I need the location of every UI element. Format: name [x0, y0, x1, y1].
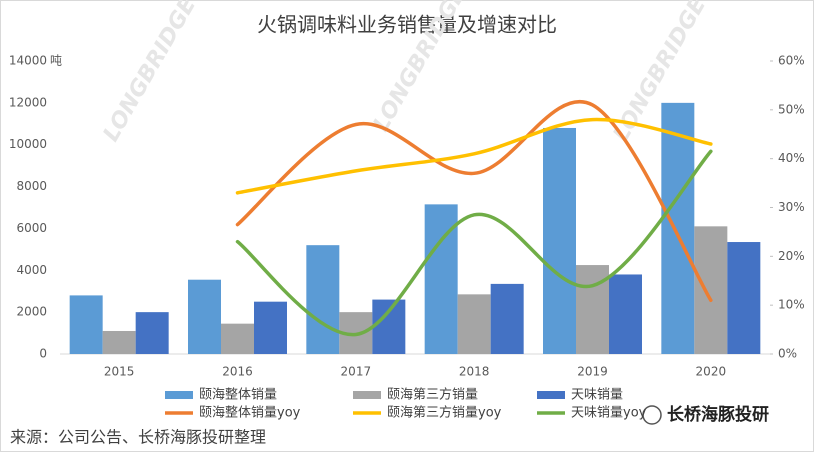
- bar: [543, 127, 576, 354]
- y-tick-label: 10000: [9, 137, 47, 151]
- logo: 长桥海豚投研: [667, 404, 769, 425]
- legend-label: 颐海整体销量: [199, 388, 277, 403]
- y-unit: 吨: [50, 54, 62, 68]
- x-tick-label: 2020: [696, 365, 727, 379]
- y2-tick-label: 60%: [778, 54, 805, 68]
- bar: [490, 283, 524, 354]
- chart-title: 火锅调味料业务销售量及增速对比: [257, 13, 557, 37]
- y2-tick-label: 10%: [778, 298, 805, 312]
- y-tick-label: 14000: [9, 54, 47, 68]
- bar: [457, 294, 491, 354]
- y2-tick-label: 40%: [778, 151, 805, 165]
- bar: [306, 245, 340, 354]
- bar: [727, 242, 761, 354]
- y-tick-label: 8000: [16, 179, 47, 193]
- legend-label: 颐海第三方销量: [387, 387, 478, 403]
- bar: [188, 279, 221, 354]
- y2-tick-label: 50%: [778, 102, 805, 116]
- bar: [221, 323, 254, 354]
- x-tick-label: 2019: [577, 365, 608, 379]
- bar: [135, 312, 169, 354]
- legend-swatch: [353, 391, 381, 399]
- y2-tick-label: 30%: [778, 200, 805, 214]
- y-tick-label: 0: [39, 347, 47, 361]
- line: [235, 117, 713, 195]
- bar: [661, 102, 695, 354]
- y-tick-label: 12000: [9, 95, 47, 109]
- y2-tick-label: 0%: [778, 347, 797, 361]
- x-tick-label: 2018: [459, 365, 490, 379]
- source: 来源：公司公告、长桥海豚投研整理: [10, 428, 266, 447]
- x-tick-label: 2015: [104, 365, 135, 379]
- x-tick-label: 2016: [222, 365, 253, 379]
- bar: [102, 330, 136, 354]
- y2-tick-label: 20%: [778, 249, 805, 263]
- line: [235, 100, 713, 303]
- bar: [372, 299, 406, 354]
- y-tick-label: 2000: [16, 305, 47, 319]
- x-tick-label: 2017: [341, 365, 372, 379]
- legend-label: 颐海第三方销量yoy: [387, 405, 502, 421]
- legend-label: 天味销量: [571, 388, 623, 403]
- line: [235, 149, 713, 337]
- legend-label: 天味销量yoy: [571, 406, 647, 421]
- legend-swatch: [537, 391, 565, 399]
- logo-icon: [642, 405, 662, 425]
- bar: [609, 274, 642, 354]
- y-tick-label: 4000: [16, 263, 47, 277]
- legend-label: 颐海整体销量yoy: [199, 406, 301, 421]
- bar: [694, 226, 728, 354]
- bar: [254, 301, 287, 354]
- bar: [69, 295, 103, 354]
- legend-swatch: [165, 391, 193, 399]
- y-tick-label: 6000: [16, 221, 47, 235]
